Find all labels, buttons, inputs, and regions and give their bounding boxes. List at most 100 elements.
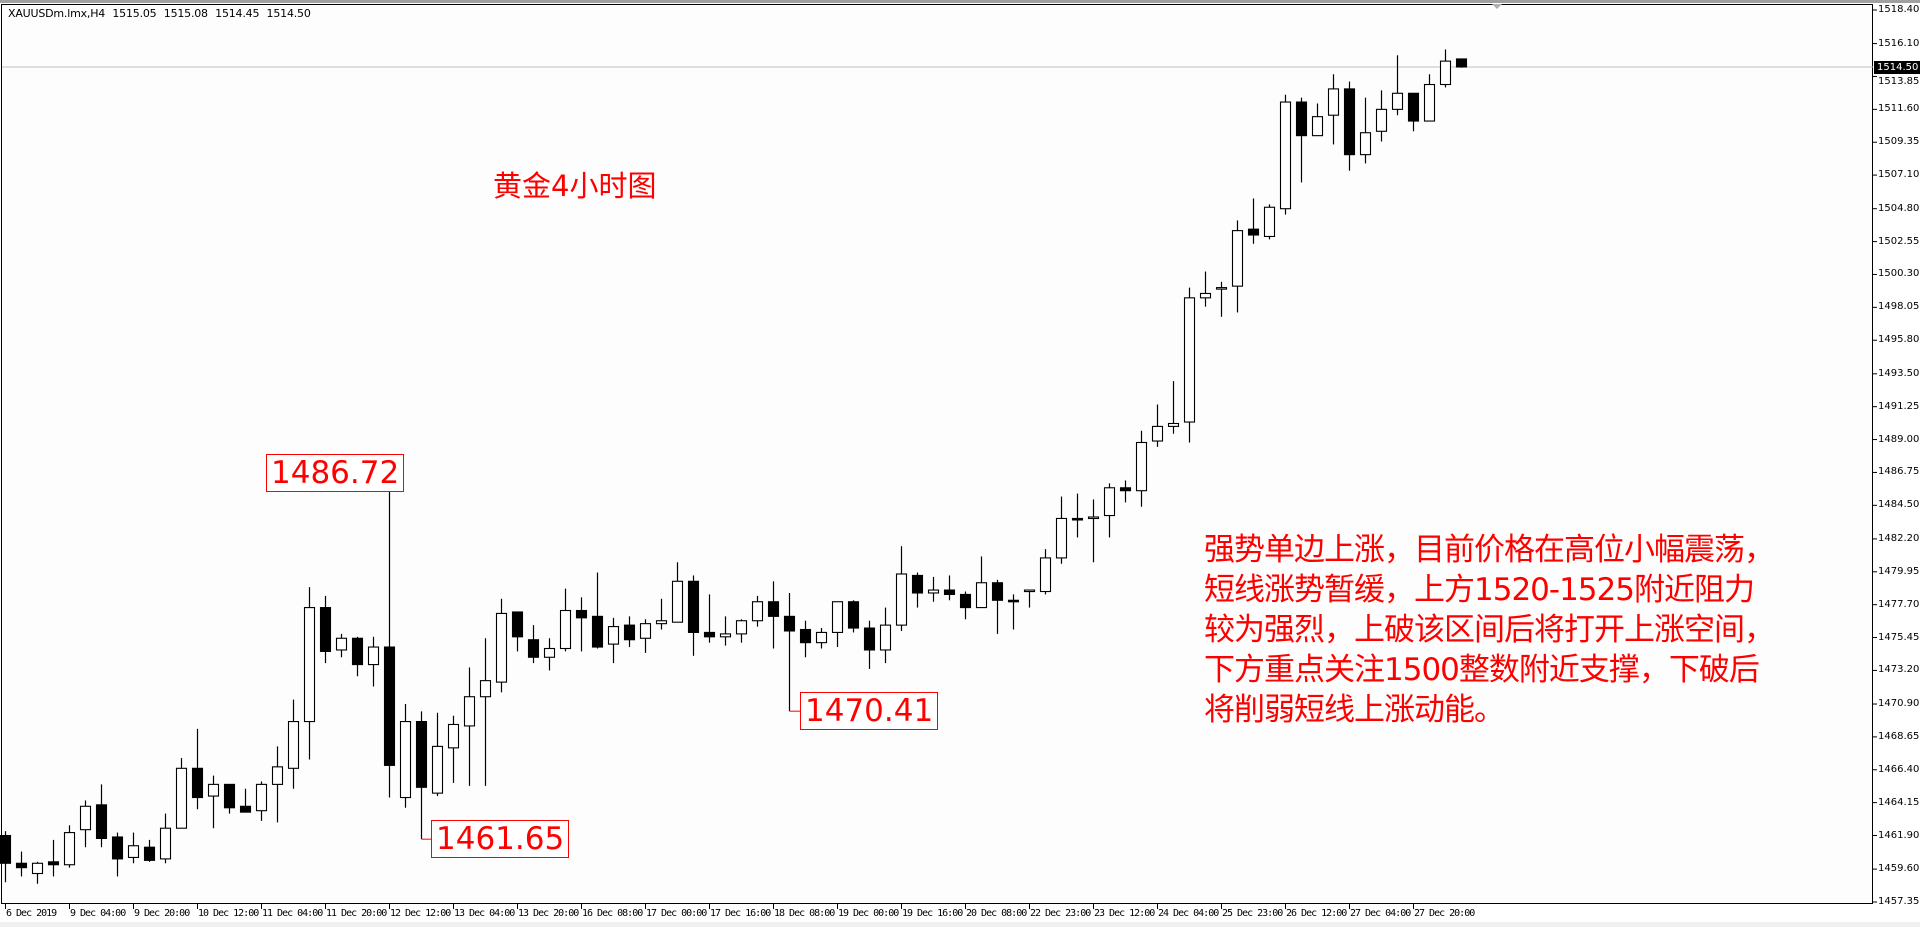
y-axis-label: 1482.20 [1878,532,1920,544]
x-axis-label: 18 Dec 08:00 [774,908,835,919]
y-axis-label: 1518.40 [1878,4,1920,15]
bear-candle [1119,487,1132,492]
x-axis-label: 27 Dec 20:00 [1414,908,1475,919]
bull-candle [719,633,732,638]
x-axis-label: 16 Dec 08:00 [582,908,643,919]
bear-candle [799,628,812,644]
x-axis-label: 11 Dec 04:00 [262,908,323,919]
bull-candle [1439,60,1452,86]
bull-candle [271,766,284,785]
bear-candle [319,607,332,652]
x-axis-label: 13 Dec 04:00 [454,908,515,919]
bull-candle [447,723,460,749]
y-axis-label: 1484.50 [1878,499,1920,511]
bull-candle [1359,132,1372,156]
bull-candle [927,589,940,594]
bull-candle [735,620,748,635]
bull-candle [1263,206,1276,238]
window-top-border [0,0,1920,3]
x-axis-label: 23 Dec 12:00 [1094,908,1155,919]
bear-candle [623,624,636,641]
bull-candle [1039,557,1052,593]
bull-candle [1279,101,1292,210]
bull-candle [431,745,444,794]
bull-candle [399,721,412,799]
analysis-line: 强势单边上涨，目前价格在高位小幅震荡， [1204,532,1775,568]
bear-candle [191,767,204,799]
y-axis-label: 1464.15 [1878,796,1920,808]
bear-candle [511,611,524,638]
bull-candle [479,680,492,698]
bear-candle [111,836,124,860]
current-price-badge: 1514.50 [1874,60,1920,74]
y-axis-label: 1511.60 [1878,103,1920,115]
bear-candle [575,609,588,619]
bear-candle [143,846,156,861]
bear-candle [1247,228,1260,236]
bear-candle [47,861,60,866]
x-axis-label: 12 Dec 12:00 [390,908,451,919]
x-axis-label: 20 Dec 08:00 [966,908,1027,919]
bull-candle [303,607,316,723]
x-axis-label: 25 Dec 23:00 [1222,908,1283,919]
x-axis-label: 19 Dec 16:00 [902,908,963,919]
bear-candle [527,639,540,658]
bull-candle [1215,287,1228,290]
bull-candle [1103,487,1116,517]
y-axis-label: 1486.75 [1878,466,1920,478]
y-axis-label: 1500.30 [1878,268,1920,280]
analysis-line: 将削弱短线上涨动能。 [1204,692,1505,728]
y-axis-label: 1495.80 [1878,334,1920,346]
bull-candle [127,845,140,858]
chart-header: XAUUSDm.lmx,H4 1515.05 1515.08 1514.45 1… [8,7,315,20]
bull-candle [895,573,908,626]
bull-candle [1231,230,1244,287]
bull-candle [175,767,188,829]
y-axis-label: 1475.45 [1878,631,1920,643]
x-axis-label: 26 Dec 12:00 [1286,908,1347,919]
y-axis-label: 1489.00 [1878,433,1920,445]
bear-candle [1007,599,1020,603]
analysis-annotation: 强势单边上涨，目前价格在高位小幅震荡， 短线涨势暂缓，上方1520-1525附近… [1204,530,1775,730]
bull-candle [975,582,988,609]
y-axis-label: 1461.90 [1878,829,1920,841]
x-axis-label: 9 Dec 04:00 [70,908,126,919]
bull-candle [1087,516,1100,520]
bull-candle [543,647,556,658]
y-axis-label: 1473.20 [1878,664,1920,676]
bear-candle [991,582,1004,601]
bear-candle [351,637,364,666]
y-axis-label: 1504.80 [1878,202,1920,214]
bear-candle [783,615,796,632]
close-value: 1514.50 [266,7,311,20]
x-axis-label: 11 Dec 20:00 [326,908,387,919]
bull-candle [1167,422,1180,427]
bull-candle [639,623,652,639]
bear-candle [767,601,780,617]
bull-candle [879,624,892,651]
pullback-low-price-label: 1470.41 [800,692,939,731]
bear-candle [703,631,716,638]
bull-candle [207,783,220,797]
y-axis-label: 1502.55 [1878,235,1920,247]
x-axis-label: 27 Dec 04:00 [1350,908,1411,919]
bull-candle [607,626,620,645]
bull-candle [255,783,268,812]
bull-candle [815,631,828,644]
x-axis-label: 17 Dec 16:00 [710,908,771,919]
bear-candle [959,593,972,609]
bear-candle [1295,101,1308,137]
bear-candle [943,589,956,595]
symbol-label: XAUUSDm.lmx,H4 [8,7,106,20]
bear-candle [591,615,604,648]
y-axis-label: 1516.10 [1878,37,1920,49]
low-value: 1514.45 [215,7,260,20]
bear-candle [847,601,860,629]
bull-candle [751,601,764,622]
x-axis-label: 24 Dec 04:00 [1158,908,1219,919]
y-axis-label: 1477.70 [1878,598,1920,610]
y-axis-label: 1470.90 [1878,698,1920,710]
bear-candle [863,627,876,651]
y-axis-label: 1457.35 [1878,896,1920,907]
y-axis-label: 1498.05 [1878,301,1920,313]
